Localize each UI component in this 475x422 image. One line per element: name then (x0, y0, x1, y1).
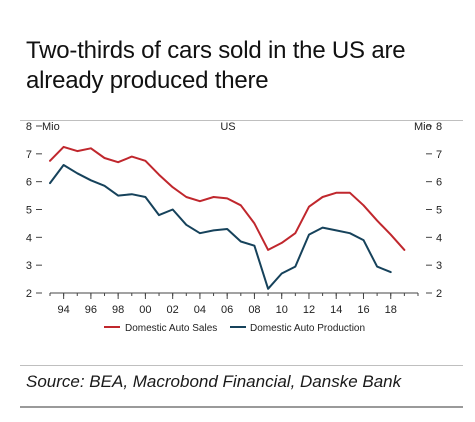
series-layer (49, 145, 406, 290)
x-tick-label: 10 (276, 304, 288, 316)
x-tick-label: 04 (194, 304, 206, 316)
x-tick-label: 00 (139, 304, 151, 316)
right-axis-unit: Mio (414, 121, 432, 133)
title-divider (20, 120, 463, 121)
y-tick-label-left: 2 (26, 288, 32, 300)
chart-title: Two-thirds of cars sold in the US are al… (26, 37, 406, 94)
chart-card: Two-thirds of cars sold in the US are al… (20, 26, 463, 408)
bottom-rule (20, 406, 463, 408)
chart-axes: 2 2 3 3 4 4 5 5 6 6 7 7 8 8 94 96 98 00 02 04 06 08 10 12 14 16 18 (26, 121, 442, 316)
y-tick-label-right: 6 (436, 177, 442, 189)
y-tick-label-left: 5 (26, 205, 32, 217)
y-tick-label-left: 6 (26, 177, 32, 189)
series-line-production (49, 164, 392, 290)
y-tick-label-right: 5 (436, 205, 442, 217)
legend-label-sales: Domestic Auto Sales (125, 323, 217, 334)
legend-label-production: Domestic Auto Production (250, 323, 365, 334)
line-chart: 2 2 3 3 4 4 5 5 6 6 7 7 8 8 94 96 98 00 02 04 06 08 10 12 14 16 18… (26, 121, 442, 334)
left-axis-unit: Mio (42, 121, 60, 133)
x-tick-label: 18 (385, 304, 397, 316)
source-note: Source: BEA, Macrobond Financial, Danske… (26, 372, 402, 391)
region-label: US (220, 121, 235, 133)
y-tick-label-left: 7 (26, 149, 32, 161)
x-tick-label: 14 (330, 304, 342, 316)
y-tick-label-right: 2 (436, 288, 442, 300)
x-tick-label: 08 (248, 304, 260, 316)
series-line-sales (49, 145, 406, 251)
x-tick-label: 12 (303, 304, 315, 316)
legend: Domestic Auto Sales Domestic Auto Produc… (104, 323, 365, 334)
y-tick-label-left: 8 (26, 121, 32, 133)
y-tick-label-right: 7 (436, 149, 442, 161)
source-divider (20, 365, 463, 366)
x-tick-label: 94 (58, 304, 70, 316)
y-tick-label-left: 3 (26, 260, 32, 272)
y-tick-label-right: 4 (436, 232, 442, 244)
labels-layer: Mio Mio US (42, 121, 432, 133)
x-tick-label: 06 (221, 304, 233, 316)
x-tick-label: 98 (112, 304, 124, 316)
y-tick-label-right: 3 (436, 260, 442, 272)
y-tick-label-right: 8 (436, 121, 442, 133)
x-tick-label: 96 (85, 304, 97, 316)
x-tick-label: 02 (167, 304, 179, 316)
x-tick-label: 16 (357, 304, 369, 316)
y-tick-label-left: 4 (26, 232, 32, 244)
